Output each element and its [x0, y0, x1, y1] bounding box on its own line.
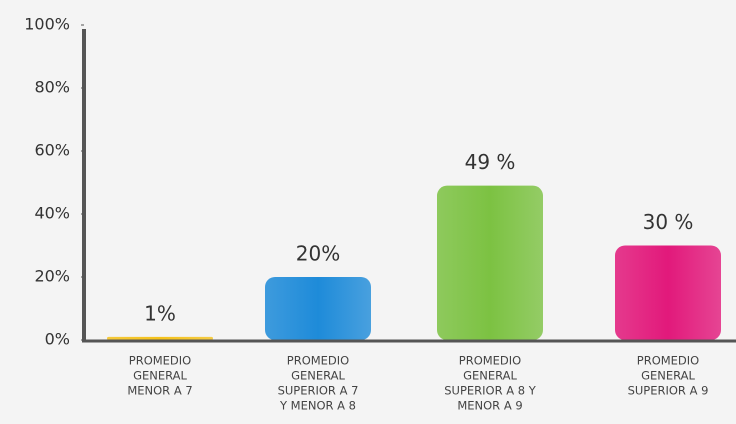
x-tick-label: PROMEDIO — [287, 354, 349, 368]
x-tick-label: GENERAL — [291, 369, 345, 383]
value-label: 1% — [144, 301, 176, 325]
y-tick-label: 100% — [24, 15, 70, 34]
y-tick-label: 60% — [34, 141, 70, 160]
x-tick-label: Y MENOR A 8 — [279, 399, 356, 413]
x-tick-label: PROMEDIO — [637, 354, 699, 368]
y-tick-label: 80% — [34, 78, 70, 97]
bar — [265, 277, 371, 340]
x-tick-label: GENERAL — [463, 369, 517, 383]
value-label: 20% — [296, 242, 340, 266]
y-tick-label: 20% — [34, 267, 70, 286]
x-tick-label: GENERAL — [133, 369, 187, 383]
y-tick-label: 40% — [34, 204, 70, 223]
x-tick-label: PROMEDIO — [129, 354, 191, 368]
x-tick-label: MENOR A 7 — [127, 384, 192, 398]
bar — [107, 336, 213, 340]
x-tick-label: SUPERIOR A 9 — [628, 384, 709, 398]
x-tick-label: MENOR A 9 — [457, 399, 522, 413]
bar — [615, 245, 721, 340]
value-label: 30 % — [643, 210, 694, 234]
value-label: 49 % — [465, 150, 516, 174]
x-tick-label: GENERAL — [641, 369, 695, 383]
bar — [437, 185, 543, 340]
x-tick-label: SUPERIOR A 8 Y — [444, 384, 536, 398]
x-tick-label: PROMEDIO — [459, 354, 521, 368]
x-tick-label: SUPERIOR A 7 — [278, 384, 359, 398]
y-tick-label: 0% — [45, 330, 70, 349]
